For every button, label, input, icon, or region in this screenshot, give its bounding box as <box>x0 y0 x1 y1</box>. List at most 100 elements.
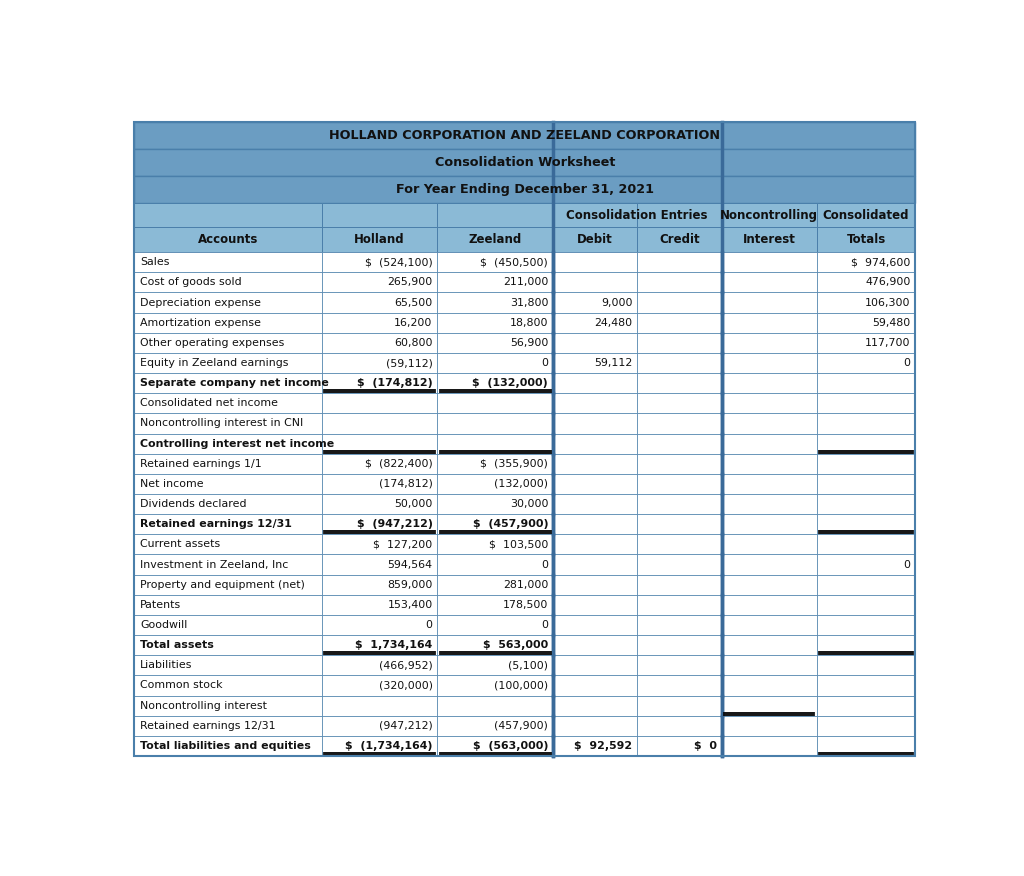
Bar <box>817 534 915 555</box>
Bar <box>322 413 437 434</box>
Bar <box>134 176 915 203</box>
Bar <box>322 534 437 555</box>
Text: Cost of goods sold: Cost of goods sold <box>140 278 242 287</box>
Text: 65,500: 65,500 <box>394 298 432 307</box>
Bar <box>322 203 437 227</box>
Bar <box>134 454 322 474</box>
Bar <box>134 333 322 353</box>
Text: $  563,000: $ 563,000 <box>483 640 548 650</box>
Bar <box>134 434 322 454</box>
Text: $  (174,812): $ (174,812) <box>356 378 432 388</box>
Text: 265,900: 265,900 <box>387 278 432 287</box>
Bar <box>322 313 437 333</box>
Bar <box>134 514 322 534</box>
Text: Noncontrolling interest in CNI: Noncontrolling interest in CNI <box>140 419 303 428</box>
Text: Goodwill: Goodwill <box>140 620 187 630</box>
Text: $  0: $ 0 <box>694 741 717 751</box>
Bar <box>553 615 637 635</box>
Bar <box>437 252 553 272</box>
Bar <box>322 575 437 595</box>
Bar <box>437 716 553 736</box>
Bar <box>134 534 322 555</box>
Text: (947,212): (947,212) <box>379 721 432 731</box>
Text: Credit: Credit <box>659 233 699 246</box>
Bar <box>637 696 722 716</box>
Text: (320,000): (320,000) <box>379 681 432 690</box>
Bar <box>722 534 817 555</box>
Bar <box>553 555 637 575</box>
Bar <box>553 333 637 353</box>
Bar <box>322 434 437 454</box>
Text: $  (524,100): $ (524,100) <box>365 258 432 267</box>
Bar <box>553 696 637 716</box>
Bar <box>553 252 637 272</box>
Bar <box>553 635 637 655</box>
Bar <box>637 413 722 434</box>
Bar <box>437 655 553 675</box>
Bar <box>637 716 722 736</box>
Bar <box>817 393 915 413</box>
Bar <box>437 474 553 494</box>
Text: Dividends declared: Dividends declared <box>140 499 247 509</box>
Bar <box>722 696 817 716</box>
Text: 59,480: 59,480 <box>872 318 910 328</box>
Bar <box>437 333 553 353</box>
Bar <box>322 635 437 655</box>
Bar <box>322 333 437 353</box>
Text: Zeeland: Zeeland <box>469 233 522 246</box>
Text: $  (822,400): $ (822,400) <box>365 459 432 469</box>
Text: Totals: Totals <box>847 233 886 246</box>
Bar <box>134 736 322 756</box>
Text: Investment in Zeeland, Inc: Investment in Zeeland, Inc <box>140 560 289 569</box>
Text: $  (1,734,164): $ (1,734,164) <box>345 741 432 751</box>
Text: Sales: Sales <box>140 258 169 267</box>
Text: Total assets: Total assets <box>140 640 214 650</box>
Bar <box>134 272 322 293</box>
Bar <box>134 716 322 736</box>
Bar <box>134 149 915 176</box>
Bar <box>553 675 637 696</box>
Bar <box>322 373 437 393</box>
Bar <box>722 393 817 413</box>
Text: $  (355,900): $ (355,900) <box>480 459 548 469</box>
Bar <box>817 595 915 615</box>
Bar <box>637 655 722 675</box>
Bar <box>322 252 437 272</box>
Bar <box>322 595 437 615</box>
Bar <box>553 534 637 555</box>
Text: Holland: Holland <box>354 233 404 246</box>
Bar <box>722 494 817 514</box>
Bar <box>817 716 915 736</box>
Bar <box>437 575 553 595</box>
Text: 859,000: 859,000 <box>387 580 432 590</box>
Bar <box>817 474 915 494</box>
Text: $  103,500: $ 103,500 <box>488 540 548 549</box>
Bar <box>437 514 553 534</box>
Bar <box>637 373 722 393</box>
Text: Consolidation Entries: Consolidation Entries <box>566 208 708 222</box>
Bar <box>322 272 437 293</box>
Bar <box>817 514 915 534</box>
Bar <box>637 474 722 494</box>
Text: 18,800: 18,800 <box>510 318 548 328</box>
Text: Common stock: Common stock <box>140 681 222 690</box>
Bar <box>437 272 553 293</box>
Bar <box>134 353 322 373</box>
Text: $  (450,500): $ (450,500) <box>480 258 548 267</box>
Bar <box>637 272 722 293</box>
Text: 30,000: 30,000 <box>510 499 548 509</box>
Text: $  (457,900): $ (457,900) <box>472 519 548 529</box>
Bar <box>637 615 722 635</box>
Bar <box>637 534 722 555</box>
Text: 24,480: 24,480 <box>594 318 633 328</box>
Bar <box>817 293 915 313</box>
Bar <box>322 393 437 413</box>
Bar <box>437 494 553 514</box>
Bar <box>553 655 637 675</box>
Bar <box>322 514 437 534</box>
Bar <box>134 575 322 595</box>
Bar <box>553 203 637 227</box>
Text: Retained earnings 12/31: Retained earnings 12/31 <box>140 519 292 529</box>
Bar <box>722 655 817 675</box>
Bar <box>437 373 553 393</box>
